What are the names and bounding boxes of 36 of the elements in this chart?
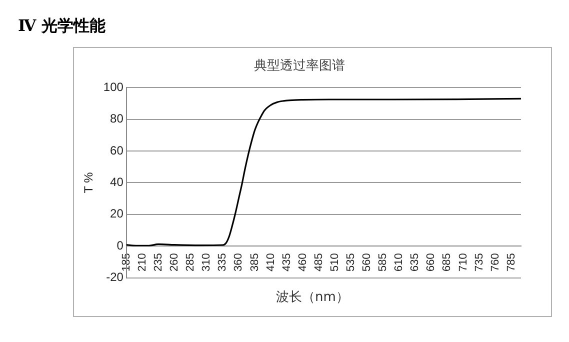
x-tick-label: 785	[505, 253, 518, 272]
x-tick-label: 585	[377, 253, 390, 272]
x-tick-label: 535	[345, 253, 358, 272]
line-series	[126, 98, 521, 246]
x-tick-label: 285	[184, 253, 197, 272]
x-tick-label: 460	[296, 253, 309, 272]
x-tick-label: 310	[200, 253, 213, 272]
x-tick-label: 410	[264, 253, 277, 272]
x-tick-label: 635	[409, 253, 422, 272]
x-tick-label: 685	[441, 253, 454, 272]
x-tick-label: 660	[425, 253, 438, 272]
x-tick-label: 360	[232, 253, 245, 272]
y-tick-label: 60	[110, 143, 124, 158]
chart-title: 典型透过率图谱	[254, 57, 345, 72]
x-tick-label: 710	[457, 253, 470, 272]
x-tick-label: 385	[248, 253, 261, 272]
y-tick-label: 20	[110, 206, 124, 221]
x-tick-label: 510	[328, 253, 341, 272]
x-tick-label: 610	[393, 253, 406, 272]
x-tick-label: 335	[216, 253, 229, 272]
y-tick-label: 0	[116, 238, 124, 252]
y-axis-title: T %	[82, 172, 96, 194]
x-tick-label: 235	[152, 253, 165, 272]
x-tick-label: 735	[473, 253, 486, 272]
x-tick-label: 435	[280, 253, 293, 272]
x-axis-title: 波长（nm）	[275, 289, 350, 306]
x-tick-label: 485	[312, 253, 325, 272]
y-tick-label: 80	[110, 112, 124, 126]
y-tick-label: 100	[103, 80, 124, 94]
text: Ⅳ 光学性能	[18, 16, 106, 37]
x-tick-label: 760	[489, 253, 502, 272]
x-tick-label: 210	[136, 253, 148, 272]
x-tick-label: 260	[168, 253, 181, 272]
y-tick-label: 40	[110, 175, 124, 190]
x-tick-label: 560	[361, 253, 374, 272]
y-tick-label: -20	[106, 270, 124, 284]
